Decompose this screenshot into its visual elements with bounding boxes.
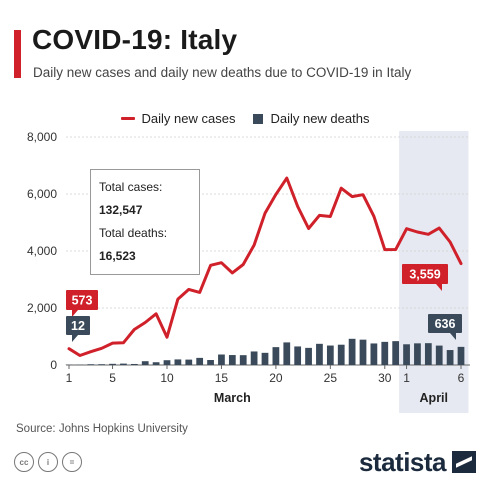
legend-label-deaths: Daily new deaths bbox=[270, 111, 370, 126]
bar-deaths-mar-15 bbox=[218, 354, 225, 365]
bar-deaths-mar-7 bbox=[130, 363, 138, 365]
callout-first-cases-box bbox=[66, 290, 98, 310]
legend-label-cases: Daily new cases bbox=[141, 111, 236, 126]
bar-deaths-apr-5 bbox=[446, 350, 454, 365]
callout-last-cases-box bbox=[402, 264, 448, 284]
bar-deaths-mar-27 bbox=[348, 338, 356, 365]
callout-first-deaths-pointer bbox=[72, 335, 78, 342]
total-cases-label: Total cases: bbox=[99, 180, 163, 194]
legend-swatch-cases bbox=[120, 117, 135, 120]
bar-deaths-mar-13 bbox=[196, 357, 204, 365]
y-tick-label: 8,000 bbox=[27, 130, 57, 144]
no-derivatives-icon: = bbox=[62, 452, 82, 472]
bar-deaths-mar-28 bbox=[359, 339, 367, 365]
bar-deaths-mar-8 bbox=[141, 361, 149, 365]
month-label-april: April bbox=[420, 391, 448, 405]
y-tick-label: 2,000 bbox=[27, 301, 57, 315]
bar-deaths-mar-4 bbox=[98, 364, 106, 365]
total-cases-row: Total cases: 132,547 bbox=[99, 176, 191, 222]
bar-deaths-mar-18 bbox=[250, 351, 258, 365]
callout-last-cases-pointer bbox=[436, 284, 442, 291]
bar-deaths-mar-9 bbox=[152, 362, 160, 365]
page-subtitle: Daily new cases and daily new deaths due… bbox=[33, 65, 412, 80]
bar-deaths-apr-4 bbox=[435, 345, 443, 365]
total-deaths-value: 16,523 bbox=[99, 249, 136, 263]
legend-swatch-deaths bbox=[253, 113, 264, 124]
bar-deaths-mar-12 bbox=[185, 359, 193, 365]
totals-annotation: Total cases: 132,547 Total deaths: 16,52… bbox=[90, 169, 200, 275]
callout-first-cases-text: 573 bbox=[72, 294, 93, 308]
x-tick-label: 1 bbox=[66, 371, 73, 385]
month-label-march: March bbox=[214, 391, 251, 405]
bar-deaths-mar-29 bbox=[370, 343, 378, 365]
total-cases-value: 132,547 bbox=[99, 203, 143, 217]
bar-deaths-mar-24 bbox=[316, 343, 323, 365]
brand-logo-icon bbox=[452, 451, 476, 473]
x-tick-label: 20 bbox=[269, 371, 283, 385]
bar-deaths-mar-19 bbox=[261, 352, 269, 365]
cc-icon: cc bbox=[14, 452, 34, 472]
x-tick-label: 30 bbox=[378, 371, 392, 385]
x-tick-label: 10 bbox=[160, 371, 174, 385]
bar-deaths-mar-3 bbox=[87, 364, 95, 365]
bar-deaths-mar-5 bbox=[109, 363, 116, 365]
total-deaths-label: Total deaths: bbox=[99, 226, 168, 240]
bar-deaths-mar-23 bbox=[305, 347, 312, 365]
bar-deaths-mar-22 bbox=[294, 346, 302, 365]
brand-logo-text: statista bbox=[358, 447, 447, 477]
legend-item-deaths: Daily new deaths bbox=[253, 111, 369, 126]
bar-deaths-mar-10 bbox=[163, 360, 171, 365]
callout-last-deaths-box bbox=[428, 314, 462, 333]
bar-deaths-mar-21 bbox=[283, 342, 291, 365]
bar-deaths-mar-20 bbox=[272, 347, 280, 365]
page-title: COVID-19: Italy bbox=[32, 24, 238, 55]
legend-item-cases: Daily new cases bbox=[120, 111, 236, 126]
callout-last-cases-text: 3,559 bbox=[409, 268, 440, 282]
callout-last-deaths-text: 636 bbox=[435, 317, 456, 331]
source-note: Source: Johns Hopkins University bbox=[16, 423, 188, 435]
attribution-icon: i bbox=[38, 452, 58, 472]
bar-deaths-mar-25 bbox=[326, 345, 334, 365]
total-deaths-row: Total deaths: 16,523 bbox=[99, 222, 191, 268]
bar-deaths-apr-6 bbox=[457, 346, 465, 365]
bar-deaths-mar-16 bbox=[228, 355, 236, 365]
bar-deaths-mar-26 bbox=[337, 344, 345, 365]
callout-first-cases-pointer bbox=[72, 310, 78, 317]
bar-deaths-mar-14 bbox=[207, 360, 214, 365]
bar-deaths-mar-6 bbox=[120, 363, 127, 365]
callout-last-deaths-pointer bbox=[450, 333, 456, 340]
bar-deaths-mar-17 bbox=[239, 355, 247, 365]
callout-first-deaths-text: 12 bbox=[71, 319, 85, 333]
bar-deaths-apr-1 bbox=[403, 344, 410, 365]
bar-deaths-mar-31 bbox=[392, 341, 400, 365]
line-daily-new-cases bbox=[67, 176, 463, 357]
x-tick-label: 6 bbox=[458, 371, 465, 385]
y-tick-label: 4,000 bbox=[27, 244, 57, 258]
bar-deaths-apr-2 bbox=[414, 343, 421, 365]
callout-first-deaths-box bbox=[66, 316, 90, 335]
bar-deaths-apr-3 bbox=[424, 343, 432, 365]
x-tick-label: 1 bbox=[403, 371, 410, 385]
title-accent-bar bbox=[14, 30, 21, 78]
y-tick-label: 0 bbox=[50, 358, 57, 372]
bar-deaths-mar-30 bbox=[381, 341, 389, 365]
bar-deaths-mar-11 bbox=[174, 359, 182, 365]
chart-legend: Daily new cases Daily new deaths bbox=[0, 111, 490, 126]
license-icons: cc i = bbox=[14, 452, 82, 472]
y-tick-label: 6,000 bbox=[27, 187, 57, 201]
x-tick-label: 15 bbox=[215, 371, 229, 385]
x-tick-label: 5 bbox=[109, 371, 116, 385]
x-tick-label: 25 bbox=[324, 371, 338, 385]
